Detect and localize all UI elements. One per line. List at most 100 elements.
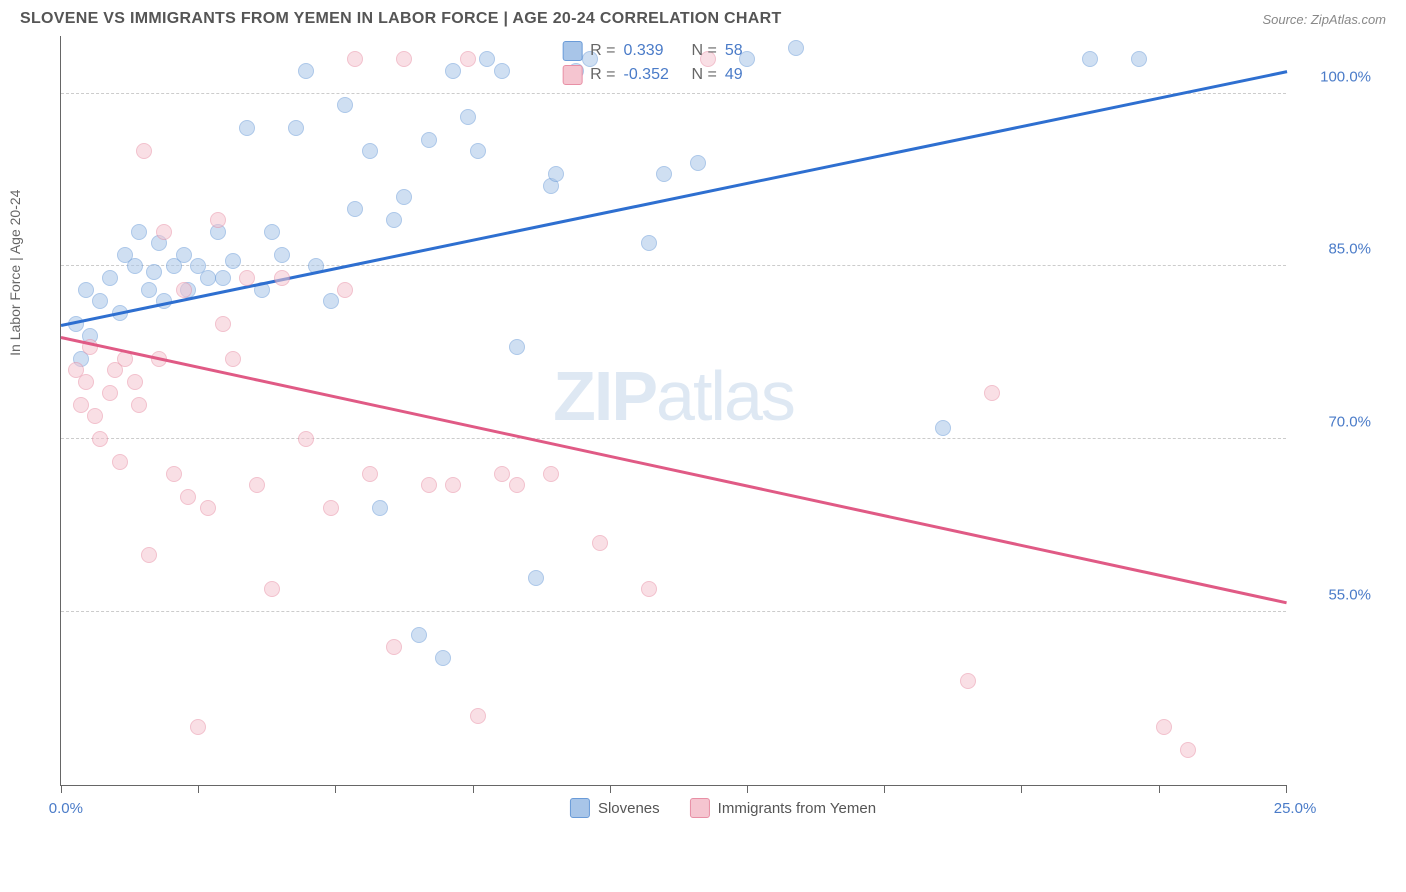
scatter-point <box>470 143 486 159</box>
scatter-point <box>239 120 255 136</box>
legend-n-value: 49 <box>725 66 785 84</box>
legend-swatch <box>562 65 582 85</box>
x-tick <box>473 785 474 793</box>
legend-n-label: N = <box>692 66 717 84</box>
scatter-point <box>386 212 402 228</box>
scatter-point <box>87 408 103 424</box>
scatter-point <box>445 477 461 493</box>
scatter-point <box>960 673 976 689</box>
scatter-point <box>136 143 152 159</box>
scatter-point <box>141 547 157 563</box>
scatter-point <box>131 397 147 413</box>
scatter-point <box>176 247 192 263</box>
y-tick-label: 55.0% <box>1328 587 1371 604</box>
scatter-point <box>215 270 231 286</box>
gridline-h <box>61 93 1286 94</box>
scatter-point <box>509 339 525 355</box>
scatter-point <box>337 282 353 298</box>
x-tick <box>1021 785 1022 793</box>
scatter-point <box>690 155 706 171</box>
scatter-point <box>225 253 241 269</box>
chart-container: In Labor Force | Age 20-24 ZIPatlas R =0… <box>60 36 1386 826</box>
legend-r-value: 0.339 <box>624 42 684 60</box>
scatter-point <box>788 40 804 56</box>
scatter-point <box>362 143 378 159</box>
scatter-point <box>656 166 672 182</box>
x-tick <box>610 785 611 793</box>
scatter-point <box>78 374 94 390</box>
x-tick <box>335 785 336 793</box>
x-tick <box>198 785 199 793</box>
scatter-point <box>249 477 265 493</box>
scatter-point <box>78 282 94 298</box>
scatter-point <box>445 63 461 79</box>
scatter-point <box>641 581 657 597</box>
scatter-point <box>337 97 353 113</box>
legend-label: Immigrants from Yemen <box>718 800 876 817</box>
y-axis-label: In Labor Force | Age 20-24 <box>7 190 23 356</box>
scatter-point <box>180 489 196 505</box>
scatter-point <box>548 166 564 182</box>
scatter-point <box>347 201 363 217</box>
trend-line <box>61 71 1288 327</box>
chart-header: SLOVENE VS IMMIGRANTS FROM YEMEN IN LABO… <box>0 0 1406 36</box>
scatter-point <box>347 51 363 67</box>
x-tick <box>1286 785 1287 793</box>
scatter-point <box>298 431 314 447</box>
scatter-point <box>239 270 255 286</box>
legend-n-value: 58 <box>725 42 785 60</box>
legend-swatch <box>690 798 710 818</box>
y-tick-label: 70.0% <box>1328 414 1371 431</box>
legend-label: Slovenes <box>598 800 660 817</box>
scatter-point <box>73 397 89 413</box>
scatter-point <box>411 627 427 643</box>
scatter-point <box>421 477 437 493</box>
scatter-point <box>102 385 118 401</box>
legend-swatch <box>570 798 590 818</box>
scatter-point <box>435 650 451 666</box>
scatter-point <box>372 500 388 516</box>
y-tick-label: 100.0% <box>1320 68 1371 85</box>
scatter-point <box>460 51 476 67</box>
scatter-point <box>264 224 280 240</box>
scatter-point <box>131 224 147 240</box>
scatter-point <box>200 270 216 286</box>
scatter-point <box>528 570 544 586</box>
scatter-point <box>274 270 290 286</box>
scatter-point <box>215 316 231 332</box>
scatter-point <box>274 247 290 263</box>
legend-r-label: R = <box>590 66 615 84</box>
gridline-h <box>61 611 1286 612</box>
scatter-point <box>543 466 559 482</box>
scatter-point <box>210 212 226 228</box>
scatter-point <box>156 224 172 240</box>
x-tick <box>1159 785 1160 793</box>
scatter-point <box>1131 51 1147 67</box>
legend-item: Immigrants from Yemen <box>690 798 876 818</box>
gridline-h <box>61 265 1286 266</box>
scatter-point <box>1180 742 1196 758</box>
scatter-point <box>935 420 951 436</box>
scatter-point <box>200 500 216 516</box>
legend-r-value: -0.352 <box>624 66 684 84</box>
scatter-point <box>166 466 182 482</box>
scatter-point <box>102 270 118 286</box>
scatter-point <box>984 385 1000 401</box>
legend-swatch <box>562 41 582 61</box>
x-tick <box>61 785 62 793</box>
scatter-point <box>1082 51 1098 67</box>
scatter-point <box>641 235 657 251</box>
scatter-point <box>288 120 304 136</box>
y-tick-label: 85.0% <box>1328 241 1371 258</box>
legend-item: Slovenes <box>570 798 660 818</box>
scatter-point <box>141 282 157 298</box>
scatter-point <box>479 51 495 67</box>
scatter-point <box>298 63 314 79</box>
chart-title: SLOVENE VS IMMIGRANTS FROM YEMEN IN LABO… <box>20 10 782 28</box>
x-tick-label: 0.0% <box>49 800 83 817</box>
scatter-point <box>112 454 128 470</box>
scatter-point <box>396 51 412 67</box>
watermark: ZIPatlas <box>553 356 794 436</box>
source-attribution: Source: ZipAtlas.com <box>1262 12 1386 27</box>
scatter-point <box>494 466 510 482</box>
